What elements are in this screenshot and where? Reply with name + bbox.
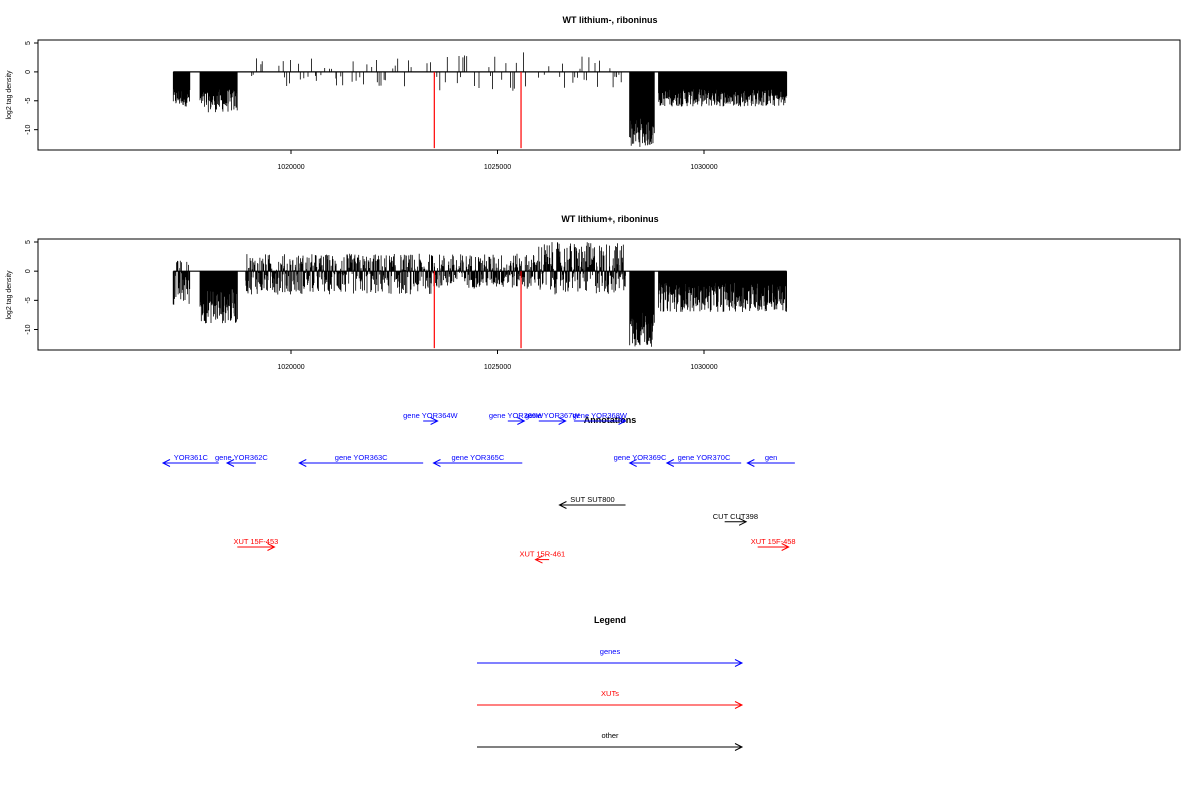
feature-label: gene YOR368W (572, 411, 627, 420)
feature-label: gene YOR369C (614, 453, 667, 462)
feature-arrow (423, 417, 439, 425)
feature-arrow (298, 459, 424, 467)
feature-label: gene YOR370C (678, 453, 731, 462)
panel-title: WT lithium+, riboninus (561, 214, 658, 224)
y-tick-label: -5 (25, 98, 32, 104)
feature-label: XUT 15F-458 (751, 537, 796, 546)
feature-label: gen (765, 453, 778, 462)
feature-arrow (746, 459, 795, 467)
y-tick-label: 5 (25, 41, 32, 45)
y-axis-ticks: 5 0 -5 -10 (25, 41, 38, 135)
legend-label: XUTs (601, 689, 619, 698)
x-tick-label: 1030000 (690, 164, 717, 171)
feature-label: gene YOR366W (489, 411, 544, 420)
y-tick-label: -10 (25, 324, 32, 334)
feature-label: gene YOR364W (403, 411, 458, 420)
feature-arrow (161, 459, 219, 467)
legend-arrow (477, 743, 744, 751)
x-axis-ticks: 1020000 1025000 1030000 (277, 150, 718, 171)
feature-arrow (538, 417, 567, 425)
x-tick-label: 1020000 (277, 364, 304, 371)
density-bars (172, 242, 787, 347)
feature-label: gene YOR362C (215, 453, 268, 462)
feature-arrow (724, 517, 748, 526)
plot-frame (37, 39, 1181, 151)
y-axis-label: log2 tag density (6, 270, 13, 320)
feature-label: CUT CUT398 (713, 512, 758, 521)
density-bar-strokes (172, 52, 788, 147)
feature-arrow (757, 543, 790, 551)
feature-arrow (225, 459, 256, 467)
x-tick-label: 1030000 (690, 364, 717, 371)
red-markers (433, 271, 522, 349)
feature-arrow (573, 417, 627, 425)
y-tick-label: 0 (25, 269, 32, 273)
feature-arrow (628, 459, 651, 467)
red-markers (433, 71, 522, 149)
x-tick-label: 1025000 (484, 364, 511, 371)
legend-title: Legend (594, 615, 626, 625)
y-axis-ticks: 5 0 -5 -10 (25, 240, 38, 335)
feature-label: XUT 15F-453 (233, 537, 278, 546)
legend-entries: genes XUTs other (477, 647, 744, 751)
feature-label: XUT 15R-461 (519, 550, 565, 559)
y-tick-label: 5 (25, 240, 32, 244)
panel-wt-lithium-minus: WT lithium-, riboninus log2 tag density … (6, 15, 1181, 171)
feature-label: YOR361C (174, 453, 209, 462)
x-tick-label: 1020000 (277, 164, 304, 171)
feature-arrow (534, 555, 550, 564)
feature-arrow (558, 501, 626, 509)
feature-arrow (237, 543, 276, 551)
y-tick-label: -5 (25, 297, 32, 303)
y-tick-label: 0 (25, 70, 32, 74)
feature-label: gene YOR365C (451, 453, 504, 462)
density-bar-strokes (172, 242, 787, 347)
feature-label: gene YOR363C (335, 453, 388, 462)
feature-arrow (507, 417, 526, 425)
x-tick-label: 1025000 (484, 164, 511, 171)
panel-wt-lithium-plus: WT lithium+, riboninus log2 tag density … (6, 214, 1181, 371)
density-bars (172, 52, 788, 147)
annotations-title: Annotations (584, 415, 637, 425)
feature-label: SUT SUT800 (570, 495, 614, 504)
x-axis-ticks: 1020000 1025000 1030000 (277, 350, 718, 371)
annotation-features: YOR361C gene YOR362C gene YOR363C gene YOR3… (161, 411, 796, 564)
y-tick-label: -10 (25, 125, 32, 135)
y-axis-label: log2 tag density (6, 70, 13, 120)
panel-title: WT lithium-, riboninus (563, 15, 658, 25)
legend-label: genes (600, 647, 621, 656)
plot-frame (37, 238, 1181, 351)
legend-arrow (477, 659, 744, 667)
feature-arrow (665, 459, 742, 467)
legend: Legend genes XUTs other (477, 615, 744, 751)
feature-arrow (432, 459, 523, 467)
legend-arrow (477, 701, 744, 709)
feature-label: gene YOR367W (525, 411, 580, 420)
annotations-panel: Annotations YOR361C gene YOR362C gene YOR3… (161, 411, 796, 564)
legend-label: other (601, 731, 619, 740)
